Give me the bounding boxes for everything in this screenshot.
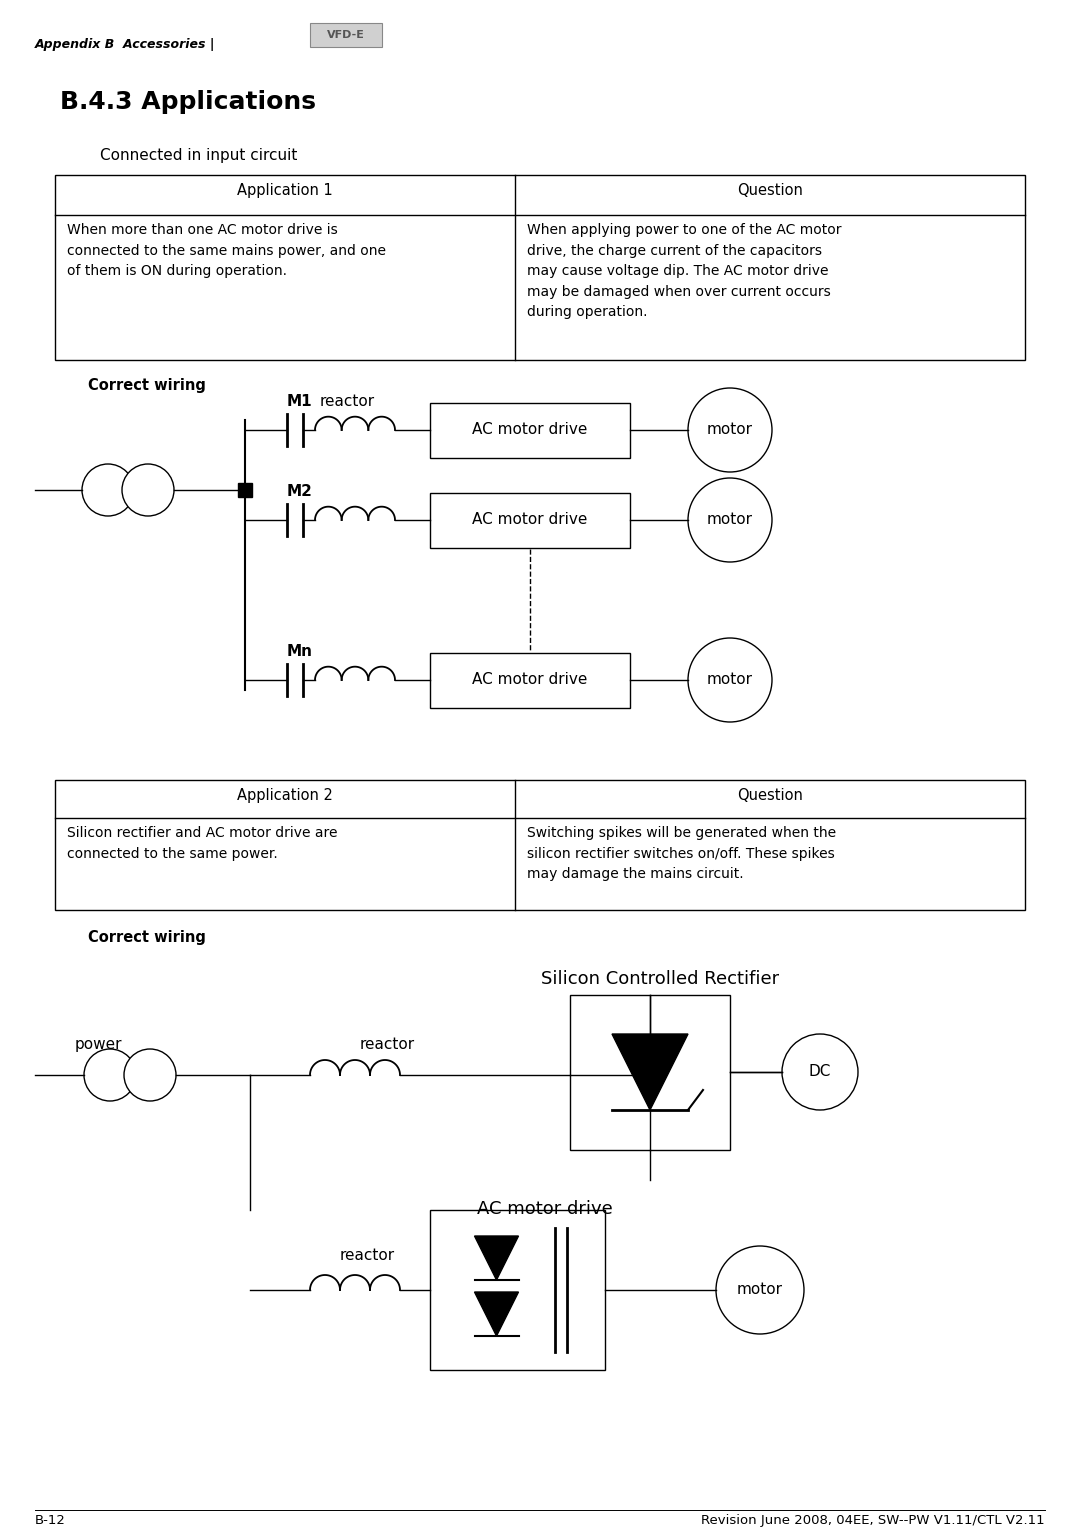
Text: motor: motor	[737, 1282, 783, 1298]
Text: AC motor drive: AC motor drive	[477, 1200, 612, 1218]
Text: AC motor drive: AC motor drive	[472, 422, 588, 437]
Text: When more than one AC motor drive is
connected to the same mains power, and one
: When more than one AC motor drive is con…	[67, 222, 386, 278]
Text: When applying power to one of the AC motor
drive, the charge current of the capa: When applying power to one of the AC mot…	[527, 222, 841, 319]
Text: B-12: B-12	[35, 1514, 66, 1526]
Text: B.4.3 Applications: B.4.3 Applications	[60, 91, 316, 114]
Bar	[430, 492, 630, 548]
Circle shape	[84, 1049, 136, 1101]
Text: motor: motor	[707, 512, 753, 528]
Text: reactor: reactor	[340, 1249, 395, 1262]
Text: Connected in input circuit: Connected in input circuit	[100, 147, 297, 163]
Circle shape	[688, 479, 772, 561]
Text: AC motor drive: AC motor drive	[472, 512, 588, 528]
Text: Application 2: Application 2	[238, 788, 333, 802]
Circle shape	[124, 1049, 176, 1101]
Bar	[55, 175, 1025, 360]
Text: AC motor drive: AC motor drive	[472, 672, 588, 687]
Text: reactor: reactor	[360, 1037, 415, 1052]
Polygon shape	[612, 1034, 688, 1111]
Bar	[55, 779, 1025, 910]
Text: Question: Question	[737, 788, 802, 802]
Bar	[570, 996, 730, 1150]
Text: M1: M1	[287, 394, 312, 410]
Text: DC: DC	[809, 1065, 832, 1080]
Text: Silicon rectifier and AC motor drive are
connected to the same power.: Silicon rectifier and AC motor drive are…	[67, 825, 337, 861]
Text: Silicon Controlled Rectifier: Silicon Controlled Rectifier	[541, 969, 779, 988]
Text: motor: motor	[707, 422, 753, 437]
Text: Appendix B  Accessories |: Appendix B Accessories |	[35, 38, 216, 51]
Bar	[430, 1210, 605, 1370]
Text: motor: motor	[707, 672, 753, 687]
Circle shape	[688, 638, 772, 723]
Text: Revision June 2008, 04EE, SW--PW V1.11/CTL V2.11: Revision June 2008, 04EE, SW--PW V1.11/C…	[701, 1514, 1045, 1526]
Circle shape	[122, 463, 174, 515]
Text: Correct wiring: Correct wiring	[87, 930, 206, 945]
Circle shape	[688, 388, 772, 472]
Text: Mn: Mn	[287, 644, 313, 660]
Bar	[430, 403, 630, 459]
Text: Correct wiring: Correct wiring	[87, 377, 206, 393]
Text: reactor: reactor	[320, 394, 375, 410]
Bar	[238, 483, 252, 497]
Bar	[430, 653, 630, 709]
Polygon shape	[474, 1236, 518, 1279]
Text: Application 1: Application 1	[238, 183, 333, 198]
Bar	[310, 23, 382, 48]
Text: Question: Question	[737, 183, 802, 198]
Circle shape	[82, 463, 134, 515]
Text: VFD-E: VFD-E	[327, 31, 365, 40]
Text: Switching spikes will be generated when the
silicon rectifier switches on/off. T: Switching spikes will be generated when …	[527, 825, 836, 881]
Circle shape	[716, 1246, 804, 1335]
Text: power: power	[75, 1037, 122, 1052]
Text: M2: M2	[287, 485, 313, 499]
Circle shape	[782, 1034, 858, 1111]
Polygon shape	[474, 1292, 518, 1336]
